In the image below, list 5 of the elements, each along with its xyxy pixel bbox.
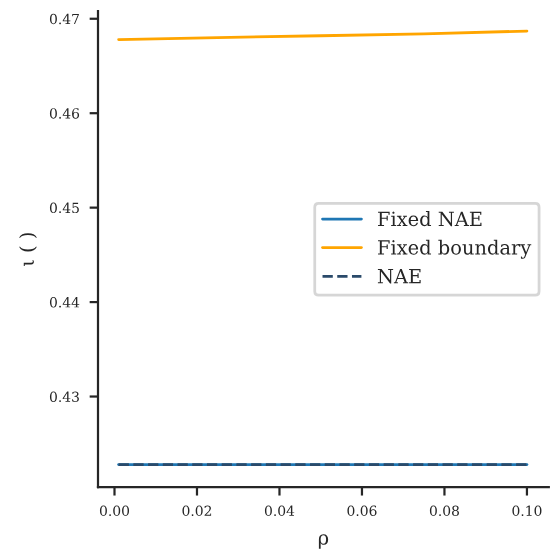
y-axis-title: ι ( ) [19,233,37,267]
legend-label: Fixed boundary [378,239,532,259]
x-axis-title: ρ [318,534,329,549]
legend-label: NAE [377,269,421,284]
legend-label: Fixed NAE [378,211,482,227]
